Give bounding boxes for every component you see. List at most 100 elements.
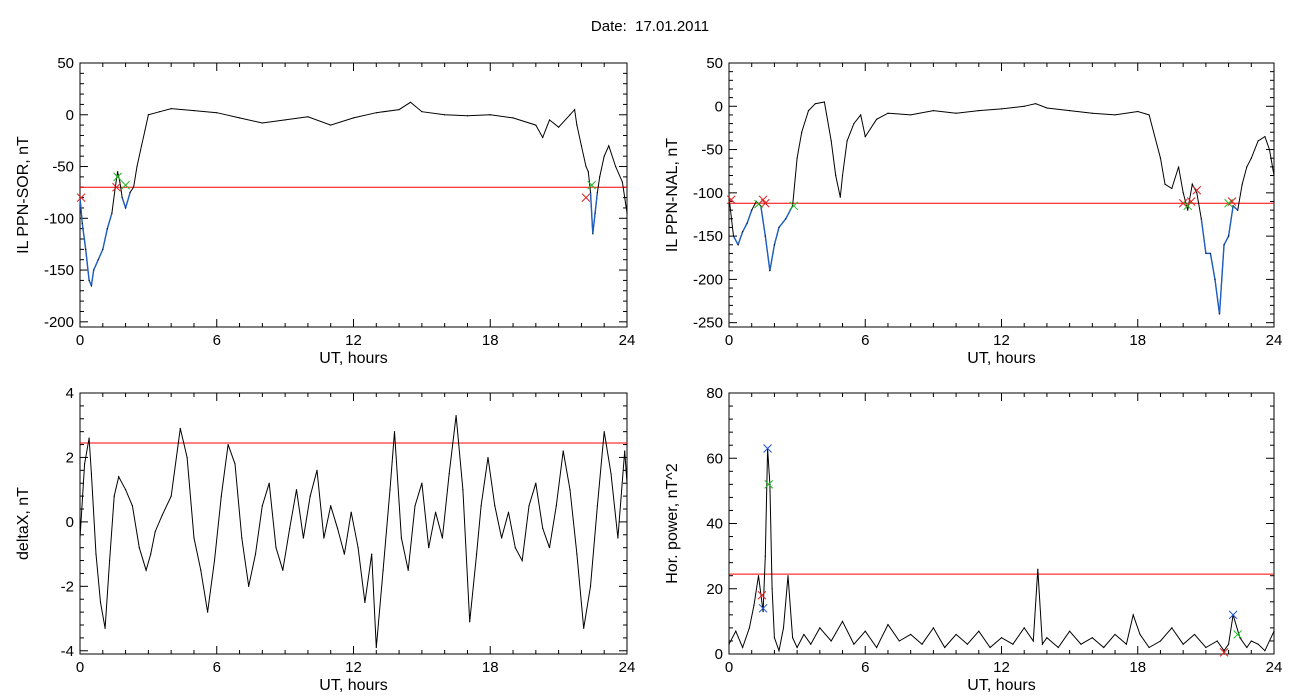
- data-point: [307, 116, 309, 118]
- data-point: [1091, 112, 1093, 114]
- data-point: [159, 111, 161, 113]
- data-point: [732, 235, 735, 237]
- data-point: [382, 569, 384, 571]
- event-marker: [76, 193, 86, 202]
- x-tick-label: 24: [1266, 332, 1283, 349]
- data-point: [608, 145, 610, 147]
- data-point: [782, 627, 785, 629]
- event-marker: [760, 198, 770, 208]
- data-point: [109, 559, 111, 562]
- series-segment-below-threshold: [97, 249, 104, 260]
- marker-stroke: [789, 201, 799, 211]
- data-point: [548, 547, 551, 549]
- series-segment-below-threshold: [102, 228, 109, 250]
- data-point: [764, 555, 766, 557]
- data-point: [238, 117, 241, 119]
- data-point: [1159, 157, 1162, 159]
- event-marker: [1228, 610, 1238, 620]
- x-tick-label: 6: [213, 332, 221, 349]
- y-tick-label: 4: [66, 385, 74, 402]
- data-point: [428, 547, 430, 549]
- data-point: [1246, 166, 1248, 168]
- data-point: [835, 174, 837, 177]
- data-point: [764, 235, 766, 237]
- data-point: [261, 122, 263, 124]
- data-point: [841, 174, 844, 177]
- data-point: [748, 627, 751, 629]
- data-point: [521, 559, 523, 562]
- data-point: [921, 643, 923, 645]
- data-point: [1023, 627, 1025, 629]
- data-point: [1205, 646, 1207, 649]
- data-point: [1273, 174, 1275, 177]
- data-point: [179, 427, 181, 430]
- data-point: [528, 505, 530, 507]
- y-tick-label: -50: [701, 142, 723, 159]
- x-tick-label: 12: [345, 332, 362, 349]
- data-point: [1032, 640, 1034, 642]
- data-point: [860, 114, 862, 116]
- x-tick-label: 12: [993, 659, 1010, 676]
- data-point: [978, 110, 980, 112]
- data-point: [1137, 110, 1139, 113]
- chart-panel-ppn-nal: 0 6 12 18 24 -250 -200 -150 -100 -50 0 50 UT, hours I…: [664, 55, 1282, 367]
- marker-stroke: [1228, 610, 1238, 620]
- data-point: [216, 112, 218, 114]
- y-tick-label: -2: [61, 578, 74, 595]
- data-point: [1191, 183, 1193, 185]
- data-point: [569, 489, 571, 491]
- data-point: [330, 505, 332, 507]
- data-point: [147, 114, 149, 116]
- x-tick-label: 12: [993, 332, 1010, 349]
- data-point: [910, 114, 912, 116]
- data-point: [352, 117, 355, 119]
- series-segment-below-threshold: [1209, 253, 1216, 280]
- event-marker: [1233, 630, 1243, 639]
- data-point: [330, 124, 332, 126]
- data-point: [548, 119, 551, 121]
- data-point: [841, 620, 844, 622]
- data-point: [1139, 633, 1141, 636]
- series-segment-below-threshold: [121, 197, 127, 209]
- data-point: [898, 640, 900, 642]
- data-point: [129, 191, 131, 194]
- event-marker: [1183, 201, 1193, 211]
- data-point: [1080, 643, 1082, 645]
- data-point: [742, 646, 744, 649]
- data-point: [535, 124, 537, 126]
- data-point: [932, 110, 934, 112]
- data-point: [407, 569, 409, 571]
- data-point: [1200, 218, 1202, 220]
- data-point: [769, 270, 771, 272]
- data-point: [801, 131, 803, 133]
- data-point: [803, 633, 805, 636]
- data-point: [1164, 183, 1166, 185]
- data-point: [785, 218, 787, 220]
- y-axis-label: Hor. power, nT^2: [664, 463, 681, 584]
- series-segment-below-threshold: [124, 192, 131, 209]
- data-point: [1250, 157, 1252, 159]
- plot-frame: [79, 62, 628, 328]
- data-point: [1171, 627, 1173, 629]
- data-point: [400, 537, 402, 539]
- data-point: [753, 604, 755, 606]
- marker-stroke: [1233, 630, 1243, 639]
- marker-stroke: [1183, 201, 1193, 211]
- data-point: [213, 559, 216, 562]
- data-point: [186, 456, 188, 459]
- event-marker: [726, 195, 736, 205]
- y-tick-label: 40: [706, 516, 723, 533]
- y-tick-label: -100: [44, 210, 74, 227]
- data-point: [737, 244, 739, 246]
- x-tick-label: 6: [213, 659, 221, 676]
- marker-stroke: [758, 195, 768, 205]
- data-point: [1091, 637, 1093, 639]
- data-point: [90, 284, 92, 287]
- y-axis-label: IL PPN-NAL, nT: [664, 138, 681, 252]
- series-segment-below-threshold: [592, 213, 596, 234]
- series-segment-below-threshold: [732, 235, 739, 246]
- data-point: [585, 165, 587, 168]
- x-tick-label: 18: [1129, 332, 1146, 349]
- data-point: [193, 110, 195, 112]
- data-point: [807, 110, 810, 112]
